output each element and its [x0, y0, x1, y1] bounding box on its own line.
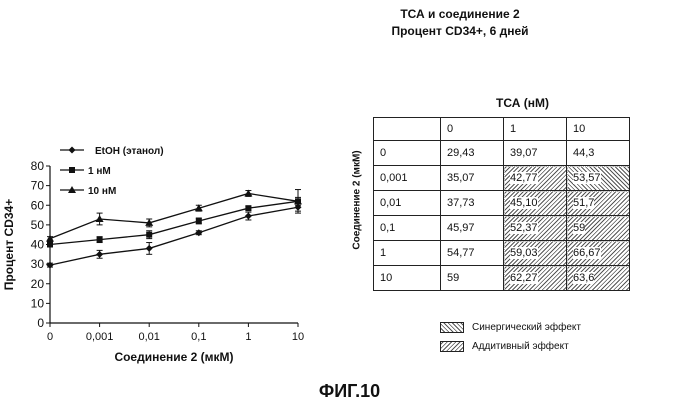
row-header-cell: 0,1	[374, 216, 441, 241]
row-header-cell: 1	[374, 241, 441, 266]
table-cell: 51,7	[567, 191, 630, 216]
chart-axes: 0 10 20 30 40 50 60 70 80 0 0,001 0,01 0,1 1 10 Соедине…	[2, 159, 304, 364]
cell-value: 66,67	[573, 247, 601, 259]
point-triangle	[96, 215, 104, 222]
table-row: 0,00135,07 42,77 53,57	[374, 166, 630, 191]
x-tick-label: 1	[245, 331, 251, 343]
y-tick-label: 0	[37, 316, 44, 330]
table-cell: 44,3	[567, 141, 630, 166]
x-axis-label: Соединение 2 (мкМ)	[114, 350, 233, 364]
figure-caption: ФИГ.10	[0, 381, 699, 402]
chart-legend: EtOH (этанол) 1 нМ 10 нМ	[60, 146, 164, 197]
figure-title-line2: Процент CD34+, 6 дней	[345, 23, 575, 40]
series-diamond	[47, 203, 302, 268]
table-cell: 45,10	[504, 191, 567, 216]
legend-swatch	[440, 322, 464, 333]
cell-value: 63,6	[573, 272, 594, 284]
row-header-cell: 10	[374, 266, 441, 291]
column-header-cell: 0	[441, 118, 504, 141]
point-diamond	[69, 147, 76, 154]
x-tick-label: 0	[47, 331, 53, 343]
y-tick-label: 10	[31, 296, 45, 310]
cell-value: 59,03	[510, 247, 538, 259]
row-header-cell: 0	[374, 141, 441, 166]
y-tick-label: 30	[31, 257, 45, 271]
cell-value: 62,27	[510, 272, 538, 284]
x-tick-label: 0,001	[86, 331, 114, 343]
table-legend-item: Синергический эффект	[440, 322, 581, 333]
point-square	[196, 218, 202, 224]
legend-label: Синергический эффект	[472, 322, 581, 333]
line-chart: 0 10 20 30 40 50 60 70 80 0 0,001 0,01 0,1 1 10 Соедине…	[0, 130, 345, 380]
legend-label: 1 нМ	[88, 166, 111, 177]
y-tick-label: 80	[31, 159, 45, 173]
table-cell: 59	[567, 216, 630, 241]
cell-value: 42,77	[510, 172, 538, 184]
table-cell: 37,73	[441, 191, 504, 216]
y-tick-label: 50	[31, 218, 45, 232]
row-header-cell: 0,01	[374, 191, 441, 216]
table-row: 1059 62,27 63,6	[374, 266, 630, 291]
y-tick-label: 40	[31, 238, 45, 252]
table-cell: 53,57	[567, 166, 630, 191]
cell-value: 59	[573, 222, 585, 234]
y-axis-label: Процент CD34+	[2, 199, 16, 290]
y-tick-label: 70	[31, 179, 45, 193]
point-square	[97, 237, 103, 243]
point-square	[69, 167, 75, 173]
x-tick-label: 10	[292, 331, 304, 343]
figure-title-line1: ТСА и соединение 2	[345, 6, 575, 23]
table-row: 0,0137,73 45,10 51,7	[374, 191, 630, 216]
series-triangle	[46, 189, 302, 241]
point-square	[245, 205, 251, 211]
table-cell: 63,6	[567, 266, 630, 291]
point-square	[146, 232, 152, 238]
chart-series	[46, 189, 302, 268]
table-row-axis-label: Соединение 2 (мкМ)	[352, 150, 363, 249]
table-row: 0,145,97 52,37 59	[374, 216, 630, 241]
table-cell: 66,67	[567, 241, 630, 266]
point-square	[47, 242, 53, 248]
table-cell: 42,77	[504, 166, 567, 191]
x-tick-label: 0,1	[191, 331, 206, 343]
data-table: 0110029,4339,0744,30,00135,0742,7753,570…	[373, 117, 630, 291]
cell-value: 45,10	[510, 197, 538, 209]
legend-label: Аддитивный эффект	[472, 341, 569, 352]
table-cell: 45,97	[441, 216, 504, 241]
table-cell: 29,43	[441, 141, 504, 166]
table-cell: 35,07	[441, 166, 504, 191]
table-cell: 59,03	[504, 241, 567, 266]
table-row: 029,4339,0744,3	[374, 141, 630, 166]
table-legend-item: Аддитивный эффект	[440, 341, 569, 352]
column-header-cell: 1	[504, 118, 567, 141]
table-cell: 62,27	[504, 266, 567, 291]
legend-label: EtOH (этанол)	[95, 146, 164, 157]
table-cell: 59	[441, 266, 504, 291]
table-cell: 39,07	[504, 141, 567, 166]
table-column-header: ТСА (нМ)	[496, 96, 549, 110]
legend-swatch	[440, 341, 464, 352]
point-diamond	[96, 251, 103, 258]
table-cell: 54,77	[441, 241, 504, 266]
point-diamond	[245, 213, 252, 220]
series-line	[50, 193, 298, 238]
x-tick-label: 0,01	[138, 331, 159, 343]
cell-value: 52,37	[510, 222, 538, 234]
y-tick-label: 60	[31, 198, 45, 212]
cell-value: 53,57	[573, 172, 601, 184]
legend-label: 10 нМ	[88, 186, 116, 197]
y-tick-label: 20	[31, 277, 45, 291]
cell-value: 51,7	[573, 197, 594, 209]
table-header-row: 0110	[374, 118, 630, 141]
point-diamond	[146, 245, 153, 252]
figure-title: ТСА и соединение 2 Процент CD34+, 6 дней	[345, 6, 575, 40]
table-row: 154,77 59,03 66,67	[374, 241, 630, 266]
table-corner-cell	[374, 118, 441, 141]
series-line	[50, 201, 298, 244]
row-header-cell: 0,001	[374, 166, 441, 191]
column-header-cell: 10	[567, 118, 630, 141]
table-cell: 52,37	[504, 216, 567, 241]
